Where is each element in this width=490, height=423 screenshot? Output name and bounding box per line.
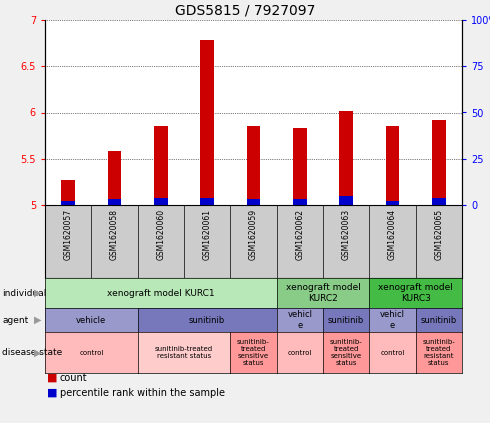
Bar [339, 196, 353, 205]
Text: ■: ■ [48, 373, 58, 383]
Text: vehicl
e: vehicl e [380, 310, 405, 330]
Bar [200, 40, 214, 205]
Text: GSM1620057: GSM1620057 [64, 209, 73, 260]
Text: ▶: ▶ [34, 288, 41, 298]
Text: sunitinib-
treated
sensitive
status: sunitinib- treated sensitive status [237, 339, 270, 366]
Bar [293, 128, 307, 205]
Text: sunitinib-treated
resistant status: sunitinib-treated resistant status [155, 346, 213, 359]
Bar [432, 198, 446, 205]
Text: disease state: disease state [2, 348, 63, 357]
Text: agent: agent [2, 316, 29, 324]
Text: control: control [288, 349, 312, 355]
Bar [107, 200, 122, 205]
Text: control: control [79, 349, 103, 355]
Text: GSM1620058: GSM1620058 [110, 209, 119, 260]
Bar [246, 200, 261, 205]
Bar [61, 201, 75, 205]
Text: GSM1620065: GSM1620065 [434, 209, 443, 260]
Text: xenograft model
KURC2: xenograft model KURC2 [286, 283, 361, 303]
Text: sunitinib-
treated
resistant
status: sunitinib- treated resistant status [422, 339, 455, 366]
Text: individual: individual [2, 288, 47, 297]
Text: sunitinib: sunitinib [421, 316, 457, 324]
Text: vehicl
e: vehicl e [287, 310, 312, 330]
Text: ▶: ▶ [34, 315, 41, 325]
Text: control: control [380, 349, 405, 355]
Text: GDS5815 / 7927097: GDS5815 / 7927097 [175, 3, 315, 17]
Bar [432, 120, 446, 205]
Bar [293, 200, 307, 205]
Text: GSM1620059: GSM1620059 [249, 209, 258, 260]
Text: xenograft model KURC1: xenograft model KURC1 [107, 288, 215, 297]
Text: GSM1620060: GSM1620060 [156, 209, 165, 260]
Bar [154, 126, 168, 205]
Text: GSM1620063: GSM1620063 [342, 209, 351, 260]
Bar [386, 201, 399, 205]
Bar [246, 126, 261, 205]
Text: ▶: ▶ [34, 348, 41, 357]
Bar [107, 151, 122, 205]
Text: ■: ■ [48, 388, 58, 398]
Text: sunitinib: sunitinib [328, 316, 364, 324]
Text: count: count [60, 373, 87, 383]
Bar [61, 180, 75, 205]
Text: GSM1620062: GSM1620062 [295, 209, 304, 260]
Text: GSM1620061: GSM1620061 [203, 209, 212, 260]
Bar [154, 198, 168, 205]
Bar [200, 198, 214, 205]
Text: vehicle: vehicle [76, 316, 106, 324]
Bar [386, 126, 399, 205]
Text: xenograft model
KURC3: xenograft model KURC3 [378, 283, 453, 303]
Text: GSM1620064: GSM1620064 [388, 209, 397, 260]
Text: sunitinib-
treated
sensitive
status: sunitinib- treated sensitive status [330, 339, 363, 366]
Text: sunitinib: sunitinib [189, 316, 225, 324]
Text: percentile rank within the sample: percentile rank within the sample [60, 388, 225, 398]
Bar [339, 111, 353, 205]
